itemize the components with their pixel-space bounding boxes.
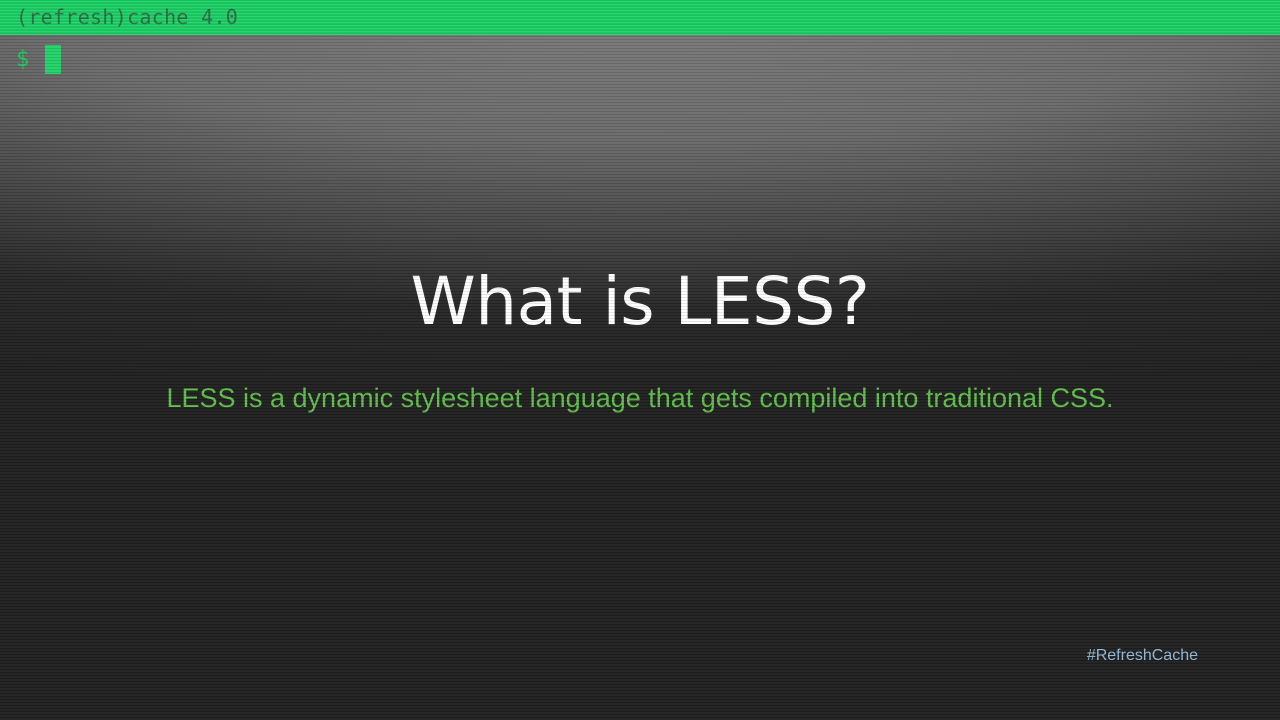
text-cursor	[45, 44, 61, 74]
terminal-title-bar: (refresh)cache 4.0	[0, 0, 1280, 35]
prompt-symbol: $	[16, 46, 30, 72]
slide-description: LESS is a dynamic stylesheet language th…	[166, 383, 1114, 413]
hashtag-label: #RefreshCache	[1086, 647, 1198, 664]
slide-heading: What is LESS?	[410, 263, 870, 340]
terminal-title: (refresh)cache 4.0	[16, 5, 239, 29]
command-prompt[interactable]: $	[16, 44, 61, 74]
